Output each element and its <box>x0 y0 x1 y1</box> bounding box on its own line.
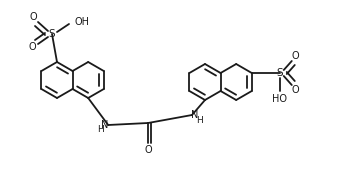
Text: S: S <box>276 68 283 78</box>
Text: HO: HO <box>272 94 287 104</box>
Text: O: O <box>28 42 36 52</box>
Text: H: H <box>197 116 203 125</box>
Text: O: O <box>144 145 152 155</box>
Text: O: O <box>292 85 300 95</box>
Text: OH: OH <box>74 17 89 27</box>
Text: H: H <box>97 125 104 134</box>
Text: N: N <box>101 120 109 130</box>
Text: O: O <box>29 12 37 22</box>
Text: O: O <box>292 51 300 61</box>
Text: N: N <box>191 110 199 120</box>
Text: S: S <box>49 29 55 39</box>
